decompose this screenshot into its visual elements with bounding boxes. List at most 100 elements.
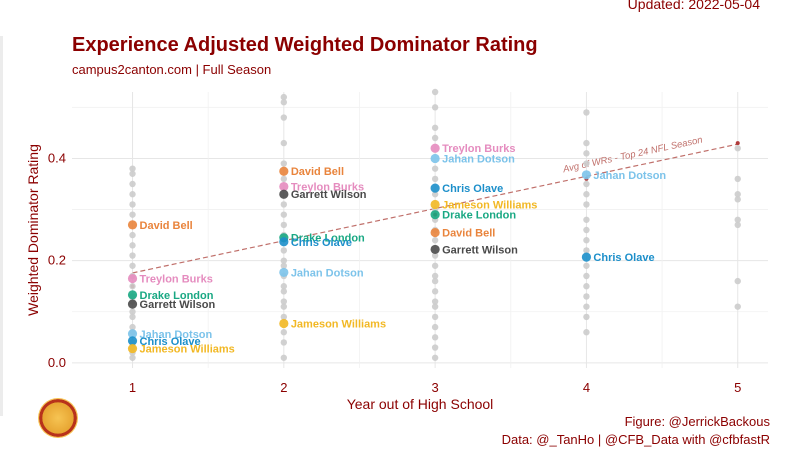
background-point [583,293,590,300]
background-point [583,180,590,188]
background-point [280,247,288,254]
x-tick-label: 2 [280,380,287,395]
player-label: Treylon Burks [140,274,213,286]
background-point [280,262,288,269]
background-point [431,288,439,295]
player-label: Chris Olave [140,336,201,348]
background-point [431,344,439,351]
player-point [430,227,440,238]
background-point [129,165,136,172]
background-point [280,114,288,121]
player-label: Treylon Burks [291,182,364,194]
left-divider [0,36,3,416]
player-label: Garrett Wilson [291,189,367,201]
background-point [583,247,590,254]
player-points [127,143,592,354]
background-point [583,191,590,198]
background-point [583,272,590,280]
background-point [583,150,590,157]
player-point [127,290,138,300]
player-point [127,273,138,284]
player-label: Jahan Dotson [140,329,213,341]
player-point [430,143,440,153]
background-point [280,160,288,167]
player-point [430,199,440,210]
y-axis-label: Weighted Dominator Rating [25,144,41,316]
player-label: Jahan Dotson [593,170,666,182]
y-tick-label: 0.4 [48,150,66,165]
player-label: Garrett Wilson [442,244,518,256]
player-label: David Bell [291,166,344,178]
x-tick-label: 3 [432,380,439,395]
player-label: Jahan Dotson [291,267,364,279]
player-label: Jameson Williams [140,344,235,356]
background-point [734,145,741,152]
background-point [583,226,590,234]
background-point [734,196,741,203]
background-point [280,221,288,229]
background-point [129,180,136,188]
background-point [734,191,741,198]
axes: 1 2 3 4 5 0.0 0.2 0.4 Year out of High School Wei… [25,144,741,412]
player-point [279,181,289,192]
background-point [431,124,439,131]
background-point [431,354,439,361]
background-point [583,109,590,116]
background-point [280,339,288,346]
player-label: David Bell [140,220,193,232]
y-tick-label: 0.0 [48,355,66,370]
player-point [581,252,592,262]
background-point [129,308,136,315]
background-point [280,288,288,295]
background-point [431,323,439,331]
player-label: Jahan Dotson [442,153,515,165]
x-axis-label: Year out of High School [347,396,494,412]
figure-credit: Figure: @JerrickBackous [624,414,770,429]
player-label: Chris Olave [291,237,352,249]
background-point [583,262,590,269]
player-point [279,267,289,278]
player-point [127,299,138,309]
player-point [127,343,138,354]
player-label: David Bell [442,228,495,240]
background-point [583,329,590,336]
player-point [279,318,289,329]
campus2canton-logo [38,398,78,438]
background-point [280,313,288,321]
x-tick-label: 1 [129,380,136,395]
background-point [431,88,439,96]
grid-lines [72,92,768,368]
player-label: Drake London [291,233,365,245]
background-point [431,252,439,259]
player-label: Garrett Wilson [140,299,216,311]
background-point [431,237,439,244]
background-point [734,277,741,285]
background-point [734,221,741,229]
trend-dot [735,141,740,146]
player-point [581,170,592,180]
player-point [279,237,289,247]
background-point [431,175,439,183]
player-point [279,189,289,199]
background-point [431,272,439,280]
player-point [430,153,440,164]
background-point [280,283,288,290]
background-point [129,283,136,290]
x-tick-label: 5 [734,380,741,395]
background-point [431,303,439,310]
background-point [129,242,136,249]
background-point [129,191,136,198]
background-point [431,298,439,305]
background-point [280,93,288,101]
background-point [280,303,288,310]
x-tick-label: 4 [583,380,590,395]
background-point [129,354,136,361]
data-credit: Data: @_TanHo | @CFB_Data with @cfbfastR [501,432,770,447]
background-point [583,237,590,244]
player-point [279,166,289,176]
background-point [280,298,288,305]
chart-title: Experience Adjusted Weighted Dominator R… [72,34,538,56]
background-point [280,175,288,183]
background-point [583,139,590,147]
